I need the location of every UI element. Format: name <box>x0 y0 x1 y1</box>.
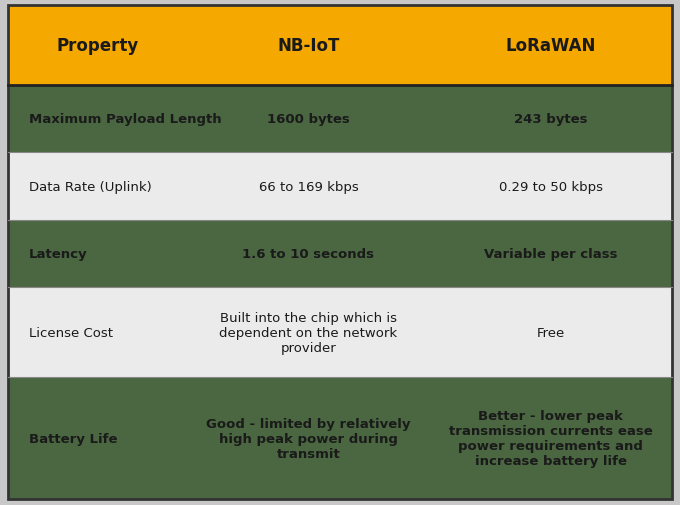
FancyBboxPatch shape <box>8 220 188 287</box>
Text: Property: Property <box>56 37 139 55</box>
FancyBboxPatch shape <box>430 378 672 499</box>
FancyBboxPatch shape <box>188 6 430 86</box>
Text: Good - limited by relatively
high peak power during
transmit: Good - limited by relatively high peak p… <box>206 417 411 460</box>
Text: 243 bytes: 243 bytes <box>514 113 588 126</box>
Text: 1.6 to 10 seconds: 1.6 to 10 seconds <box>243 247 375 260</box>
FancyBboxPatch shape <box>430 287 672 378</box>
Text: 66 to 169 kbps: 66 to 169 kbps <box>258 180 358 193</box>
FancyBboxPatch shape <box>8 287 188 378</box>
Text: LoRaWAN: LoRaWAN <box>505 37 596 55</box>
FancyBboxPatch shape <box>430 220 672 287</box>
FancyBboxPatch shape <box>430 86 672 153</box>
FancyBboxPatch shape <box>8 378 188 499</box>
Text: 1600 bytes: 1600 bytes <box>267 113 350 126</box>
Text: 0.29 to 50 kbps: 0.29 to 50 kbps <box>498 180 602 193</box>
FancyBboxPatch shape <box>188 378 430 499</box>
FancyBboxPatch shape <box>188 287 430 378</box>
Text: Battery Life: Battery Life <box>29 432 117 445</box>
Text: Maximum Payload Length: Maximum Payload Length <box>29 113 221 126</box>
Text: Free: Free <box>537 326 565 339</box>
FancyBboxPatch shape <box>188 220 430 287</box>
FancyBboxPatch shape <box>8 6 188 86</box>
FancyBboxPatch shape <box>188 86 430 153</box>
Text: License Cost: License Cost <box>29 326 113 339</box>
FancyBboxPatch shape <box>430 6 672 86</box>
FancyBboxPatch shape <box>430 153 672 220</box>
Text: Data Rate (Uplink): Data Rate (Uplink) <box>29 180 152 193</box>
Text: Better - lower peak
transmission currents ease
power requirements and
increase b: Better - lower peak transmission current… <box>449 410 653 467</box>
Text: Variable per class: Variable per class <box>484 247 617 260</box>
Text: Built into the chip which is
dependent on the network
provider: Built into the chip which is dependent o… <box>220 311 398 354</box>
Text: Latency: Latency <box>29 247 87 260</box>
FancyBboxPatch shape <box>8 86 188 153</box>
Text: NB-IoT: NB-IoT <box>277 37 340 55</box>
FancyBboxPatch shape <box>188 153 430 220</box>
FancyBboxPatch shape <box>8 153 188 220</box>
